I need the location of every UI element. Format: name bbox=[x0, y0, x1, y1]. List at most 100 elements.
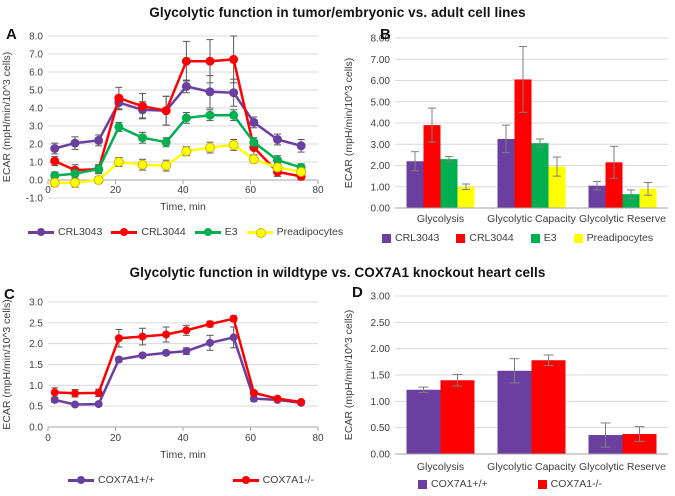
bar-E3 bbox=[531, 143, 549, 208]
y-tick-label: 1.0 bbox=[29, 381, 43, 392]
category-label: Glycolysis bbox=[417, 213, 464, 225]
y-tick-label: 2.5 bbox=[29, 318, 43, 329]
bar-E3 bbox=[622, 194, 640, 208]
y-tick-label: 2.50 bbox=[371, 318, 391, 329]
bar-CRL3043 bbox=[497, 138, 515, 208]
y-tick-label: 0.5 bbox=[29, 402, 43, 413]
bar-COX7A1+/+ bbox=[406, 389, 441, 454]
legend-item-Preadipocytes: Preadipocytes bbox=[246, 226, 343, 238]
panel-a-letter: A bbox=[6, 26, 17, 43]
panel-d-legend: COX7A1+/+ COX7A1-/- bbox=[418, 478, 602, 490]
y-axis-title: ECAR (mpH/min/10^3 cells) bbox=[1, 52, 13, 182]
data-point bbox=[50, 395, 59, 404]
data-point bbox=[229, 110, 239, 120]
series-COX7A1-/- bbox=[50, 314, 306, 406]
data-point bbox=[94, 135, 104, 145]
y-tick-label: 2.0 bbox=[29, 140, 43, 151]
y-tick-label: 7.00 bbox=[371, 55, 391, 66]
bar-error-bars bbox=[418, 354, 645, 448]
y-tick-label: 7.0 bbox=[29, 50, 43, 61]
legend-item-COX7A1+/+: COX7A1+/+ bbox=[68, 474, 155, 486]
legend-label: COX7A1+/+ bbox=[98, 474, 155, 486]
data-point bbox=[181, 113, 191, 123]
data-point bbox=[50, 171, 60, 180]
series-CRL3043 bbox=[50, 75, 306, 155]
data-point bbox=[50, 388, 59, 397]
x-tick-label: 20 bbox=[110, 433, 122, 444]
y-tick-labels: 0.0 0.5 1.0 1.5 2.0 2.5 3.0 bbox=[29, 298, 43, 434]
gridlines bbox=[48, 301, 318, 428]
bar-Preadipocytes bbox=[639, 188, 657, 208]
data-point bbox=[229, 314, 238, 323]
data-point bbox=[229, 54, 239, 64]
legend-line-marker-icon bbox=[194, 228, 221, 237]
legend-label: E3 bbox=[224, 226, 238, 238]
x-axis-title: Time, min bbox=[160, 449, 206, 461]
series-error-bars bbox=[51, 315, 305, 404]
y-tick-label: 8.0 bbox=[29, 32, 43, 43]
data-point bbox=[138, 133, 147, 143]
y-tick-label: 0.50 bbox=[371, 423, 391, 434]
series-Preadipocytes bbox=[49, 139, 307, 188]
legend-label: CRL3044 bbox=[141, 226, 186, 238]
x-tick-label: 80 bbox=[312, 433, 324, 444]
data-point bbox=[70, 169, 80, 179]
panel-c: C 0.0 0.5 1.0 1.5 2.0 2.5 3.0 ECAR (mpH/min/10^… bbox=[0, 262, 340, 496]
y-tick-label: 4.0 bbox=[29, 104, 43, 115]
data-point bbox=[206, 338, 214, 347]
legend-label: COX7A1+/+ bbox=[431, 478, 488, 490]
y-tick-labels: 0.00 1.00 2.00 3.00 4.00 5.00 6.00 7.00 8.00 bbox=[371, 34, 391, 215]
bar-Preadipocytes bbox=[457, 186, 475, 208]
legend-square-marker-icon bbox=[382, 233, 391, 243]
y-tick-label: 6.00 bbox=[371, 76, 391, 87]
data-point bbox=[229, 333, 238, 342]
y-tick-label: 3.0 bbox=[29, 298, 43, 309]
panel-d: D 0.00 0.50 1.00 1.50 2.00 2.50 3.00 ECAR (mpH/… bbox=[340, 262, 675, 496]
y-tick-label: 0.0 bbox=[29, 423, 43, 434]
data-point bbox=[249, 117, 259, 127]
data-point bbox=[181, 81, 191, 91]
legend-item-E3: E3 bbox=[194, 226, 238, 238]
series-line bbox=[53, 317, 303, 404]
legend-item-CRL3043: CRL3043 bbox=[28, 226, 102, 238]
y-tick-label: 2.00 bbox=[371, 161, 391, 172]
y-tick-label: 1.00 bbox=[371, 182, 391, 193]
y-tick-label: 3.00 bbox=[371, 292, 391, 303]
series-line bbox=[53, 58, 303, 178]
x-tick-label: 40 bbox=[177, 185, 189, 196]
x-axis-title: Time, min bbox=[160, 201, 206, 213]
data-point bbox=[137, 159, 148, 170]
panel-a-legend: CRL3043 CRL3044 E3 Preadipocytes bbox=[28, 226, 343, 238]
data-point bbox=[70, 138, 80, 148]
y-tick-label: 6.0 bbox=[29, 68, 43, 79]
data-point bbox=[181, 56, 191, 66]
data-point bbox=[114, 355, 123, 364]
y-tick-label: 2.0 bbox=[29, 339, 43, 350]
bar-CRL3043 bbox=[406, 161, 424, 208]
data-point bbox=[93, 175, 104, 185]
bar-CRL3044 bbox=[514, 79, 532, 208]
bar-COX7A1+/+ bbox=[497, 370, 532, 454]
y-tick-label: 5.0 bbox=[29, 86, 43, 97]
data-point bbox=[182, 347, 191, 356]
bars bbox=[406, 79, 657, 208]
bar-COX7A1-/- bbox=[622, 433, 657, 454]
data-point bbox=[205, 142, 215, 153]
data-point bbox=[273, 135, 282, 144]
series-line bbox=[53, 113, 303, 177]
data-point bbox=[206, 320, 214, 329]
data-point bbox=[248, 154, 259, 165]
panel-d-letter: D bbox=[352, 284, 363, 301]
data-point bbox=[94, 164, 104, 174]
data-point bbox=[70, 177, 80, 188]
series-line bbox=[53, 85, 303, 150]
legend-line-marker-icon bbox=[111, 228, 138, 237]
bar-COX7A1-/- bbox=[440, 380, 475, 454]
legend-square-marker-icon bbox=[456, 233, 466, 243]
panel-c-letter: C bbox=[4, 286, 15, 303]
data-point bbox=[296, 141, 306, 151]
x-tick-label: 80 bbox=[312, 185, 324, 196]
legend-line-marker-icon bbox=[232, 476, 259, 485]
legend-line-marker-icon bbox=[68, 476, 94, 485]
legend-item-CRL3044: CRL3044 bbox=[111, 226, 186, 238]
